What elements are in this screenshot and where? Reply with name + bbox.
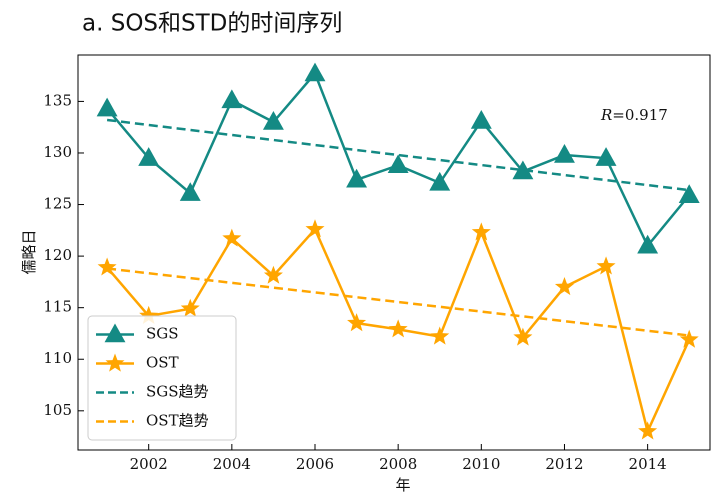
- point-marker: [179, 182, 201, 201]
- point-marker: [139, 305, 159, 325]
- x-tick-label: 2008: [379, 455, 417, 473]
- y-tick-label: 125: [43, 195, 72, 213]
- chart-title: a. SOS和STD的时间序列: [82, 11, 342, 37]
- legend-label: OST趋势: [146, 412, 209, 430]
- point-marker: [554, 144, 575, 163]
- point-marker: [470, 110, 492, 129]
- point-marker: [221, 89, 243, 109]
- point-marker: [637, 234, 659, 254]
- point-marker: [180, 298, 200, 317]
- x-tick-label: 2006: [296, 455, 334, 473]
- annotation-value: =0.917: [612, 106, 668, 124]
- y-tick-label: 110: [43, 349, 72, 367]
- y-axis-label: 儒略日: [20, 229, 38, 274]
- x-tick-label: 2002: [130, 455, 168, 473]
- point-marker: [346, 168, 368, 188]
- point-marker: [305, 219, 325, 238]
- point-marker: [512, 160, 534, 180]
- point-marker: [387, 154, 409, 174]
- point-marker: [347, 313, 367, 332]
- point-marker: [97, 257, 117, 276]
- x-tick-label: 2004: [213, 455, 251, 473]
- point-marker: [222, 228, 242, 247]
- point-marker: [96, 97, 118, 117]
- legend-label: OST: [146, 354, 179, 372]
- y-tick-label: 115: [43, 298, 72, 316]
- y-tick-label: 120: [43, 246, 72, 264]
- annotation-var: R: [600, 106, 612, 124]
- point-marker: [595, 147, 617, 166]
- point-marker: [263, 265, 283, 284]
- point-marker: [638, 421, 658, 440]
- point-marker: [388, 319, 408, 338]
- y-tick-label: 130: [43, 143, 72, 161]
- point-marker: [679, 329, 699, 348]
- point-marker: [430, 326, 450, 345]
- point-marker: [513, 327, 533, 346]
- legend-box: [87, 315, 237, 441]
- point-marker: [262, 111, 284, 130]
- annotation: R=0.917: [600, 106, 668, 124]
- legend-label: SGS: [146, 325, 179, 343]
- legend-marker: [104, 323, 126, 343]
- plot-frame: [77, 54, 711, 451]
- x-tick-label: 2010: [462, 455, 500, 473]
- point-marker: [471, 222, 491, 241]
- point-marker: [304, 62, 326, 82]
- x-tick-label: 2014: [629, 455, 667, 473]
- point-marker: [138, 147, 160, 166]
- legend-marker: [105, 353, 125, 372]
- point-marker: [429, 171, 451, 191]
- y-tick-label: 105: [43, 401, 72, 419]
- point-marker: [596, 256, 616, 275]
- point-marker: [554, 277, 574, 296]
- y-tick-label: 135: [43, 91, 72, 109]
- x-axis-label: 年: [395, 476, 410, 494]
- point-marker: [678, 184, 700, 203]
- x-tick-label: 2012: [545, 455, 583, 473]
- legend-label: SGS趋势: [146, 383, 209, 401]
